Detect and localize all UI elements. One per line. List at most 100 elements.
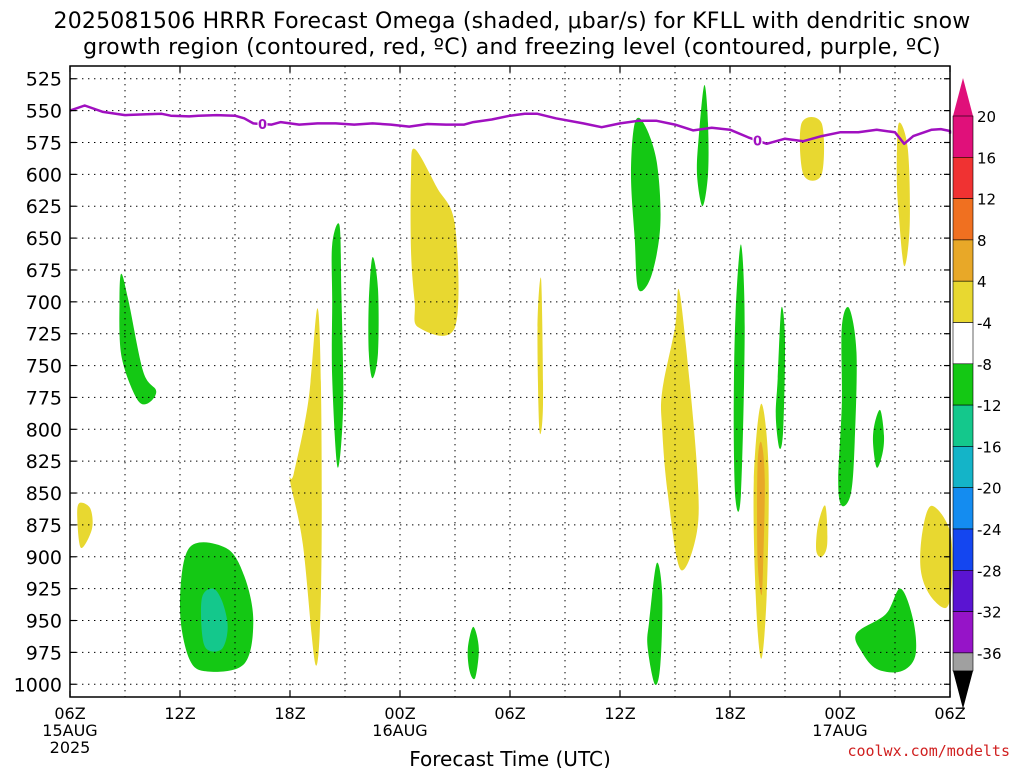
omega-region-19 — [799, 117, 825, 181]
y-tick-label-750: 750 — [26, 356, 62, 378]
colorbar-segment-8 — [952, 404, 974, 447]
x-tick-date-18: 16AUG — [372, 721, 427, 740]
colorbar-label-3: 12 — [977, 191, 996, 209]
chart-title-line-2: growth region (contoured, red, ºC) and f… — [83, 35, 941, 60]
x-tick-label-18: 00Z — [384, 704, 415, 723]
colorbar-label-6: -4 — [977, 315, 992, 333]
omega-region-24 — [896, 122, 910, 267]
y-tick-label-625: 625 — [26, 196, 62, 218]
colorbar-label-12: -28 — [977, 562, 1002, 580]
colorbar-segment-14 — [952, 652, 974, 672]
colorbar-label-5: 4 — [977, 273, 987, 291]
omega-region-12 — [660, 288, 699, 571]
omega-region-10 — [537, 277, 544, 435]
y-tick-label-600: 600 — [26, 164, 62, 186]
x-tick-label-30: 12Z — [604, 704, 635, 723]
omega-region-25 — [920, 505, 953, 609]
freezing-label-bg-2 — [752, 132, 763, 149]
credit-text: coolwx.com/modelts — [847, 742, 1010, 760]
y-tick-label-925: 925 — [26, 579, 62, 601]
y-tick-label-525: 525 — [26, 69, 62, 91]
y-tick-label-775: 775 — [26, 387, 62, 409]
freezing-level-path — [69, 104, 952, 146]
omega-region-11 — [631, 117, 661, 292]
y-tick-label-975: 975 — [26, 642, 62, 664]
omega-region-4 — [77, 502, 93, 549]
omega-region-9 — [467, 626, 479, 680]
omega-region-20 — [816, 505, 828, 558]
colorbar-segment-12 — [952, 569, 974, 612]
x-tick-date-42: 17AUG — [812, 721, 867, 740]
y-tick-label-900: 900 — [26, 547, 62, 569]
x-tick-label-48: 06Z — [934, 704, 965, 723]
x-tick-year-0: 2025 — [50, 738, 91, 757]
colorbar-segment-1 — [952, 115, 974, 158]
colorbar-segment-5 — [952, 280, 974, 323]
y-tick-label-725: 725 — [26, 324, 62, 346]
y-tick-label-675: 675 — [26, 260, 62, 282]
x-tick-label-36: 18Z — [714, 704, 745, 723]
y-tick-label-1000: 1000 — [14, 674, 62, 696]
colorbar-label-7: -8 — [977, 356, 992, 374]
freezing-level-label-2: 0 — [753, 135, 762, 150]
freezing-label-bg-1 — [257, 116, 268, 133]
y-tick-label-700: 700 — [26, 292, 62, 314]
colorbar: 20 16 12 8 4 -4 -8 -12 -16 -20 -24 -28 -32 -36 — [952, 78, 1002, 709]
colorbar-top-arrow — [953, 78, 973, 116]
colorbar-segment-13 — [952, 611, 974, 654]
colorbar-segment-2 — [952, 157, 974, 199]
freezing-level-label-1: 0 — [258, 118, 267, 133]
omega-region-6 — [331, 223, 344, 468]
y-tick-label-825: 825 — [26, 451, 62, 473]
omega-region-23 — [855, 588, 917, 673]
colorbar-segment-7 — [952, 363, 974, 406]
colorbar-segment-10 — [952, 487, 974, 530]
colorbar-label-13: -32 — [977, 604, 1002, 622]
colorbar-label-11: -24 — [977, 521, 1002, 539]
x-tick-label-6: 12Z — [164, 704, 195, 723]
colorbar-label-1: 20 — [977, 108, 996, 126]
x-tick-label-0: 06Z — [54, 704, 85, 723]
y-tick-label-950: 950 — [26, 611, 62, 633]
y-tick-label-850: 850 — [26, 483, 62, 505]
omega-region-22 — [872, 409, 885, 468]
y-tick-label-575: 575 — [26, 132, 62, 154]
freezing-level-line: 00 — [69, 104, 952, 150]
grid-lines — [69, 66, 951, 697]
omega-region-14 — [696, 84, 709, 207]
omega-region-17 — [757, 441, 765, 596]
y-tick-label-800: 800 — [26, 419, 62, 441]
colorbar-label-9: -16 — [977, 438, 1002, 456]
colorbar-segment-11 — [952, 528, 974, 571]
y-tick-label-875: 875 — [26, 515, 62, 537]
omega-region-7 — [368, 257, 379, 379]
omega-region-18 — [775, 306, 786, 449]
y-tick-label-650: 650 — [26, 228, 62, 250]
x-tick-label-24: 06Z — [494, 704, 525, 723]
colorbar-label-14: -36 — [977, 645, 1002, 663]
omega-region-5 — [289, 308, 322, 666]
x-tick-label-12: 18Z — [274, 704, 305, 723]
colorbar-segment-3 — [952, 198, 974, 241]
x-tick-label-42: 00Z — [824, 704, 855, 723]
colorbar-label-8: -12 — [977, 397, 1002, 415]
chart-title-line-1: 2025081506 HRRR Forecast Omega (shaded, … — [53, 9, 971, 34]
colorbar-label-4: 8 — [977, 232, 987, 250]
colorbar-bottom-arrow — [953, 670, 973, 709]
omega-region-1 — [119, 273, 157, 405]
omega-region-8 — [410, 148, 459, 336]
omega-region-21 — [838, 307, 857, 507]
colorbar-label-10: -20 — [977, 480, 1002, 498]
omega-shading — [77, 84, 953, 685]
omega-region-15 — [733, 244, 745, 512]
colorbar-label-2: 16 — [977, 149, 996, 167]
axes: 525 550 575 600 625 650 675 700 725 750 775 800 825 8… — [14, 65, 966, 768]
x-axis-label: Forecast Time (UTC) — [409, 747, 611, 768]
y-tick-label-550: 550 — [26, 101, 62, 123]
colorbar-segment-6 — [952, 322, 974, 365]
colorbar-segment-9 — [952, 446, 974, 488]
x-tick-date-0: 15AUG — [42, 721, 97, 740]
colorbar-segment-4 — [952, 239, 974, 282]
omega-region-13 — [647, 562, 663, 685]
